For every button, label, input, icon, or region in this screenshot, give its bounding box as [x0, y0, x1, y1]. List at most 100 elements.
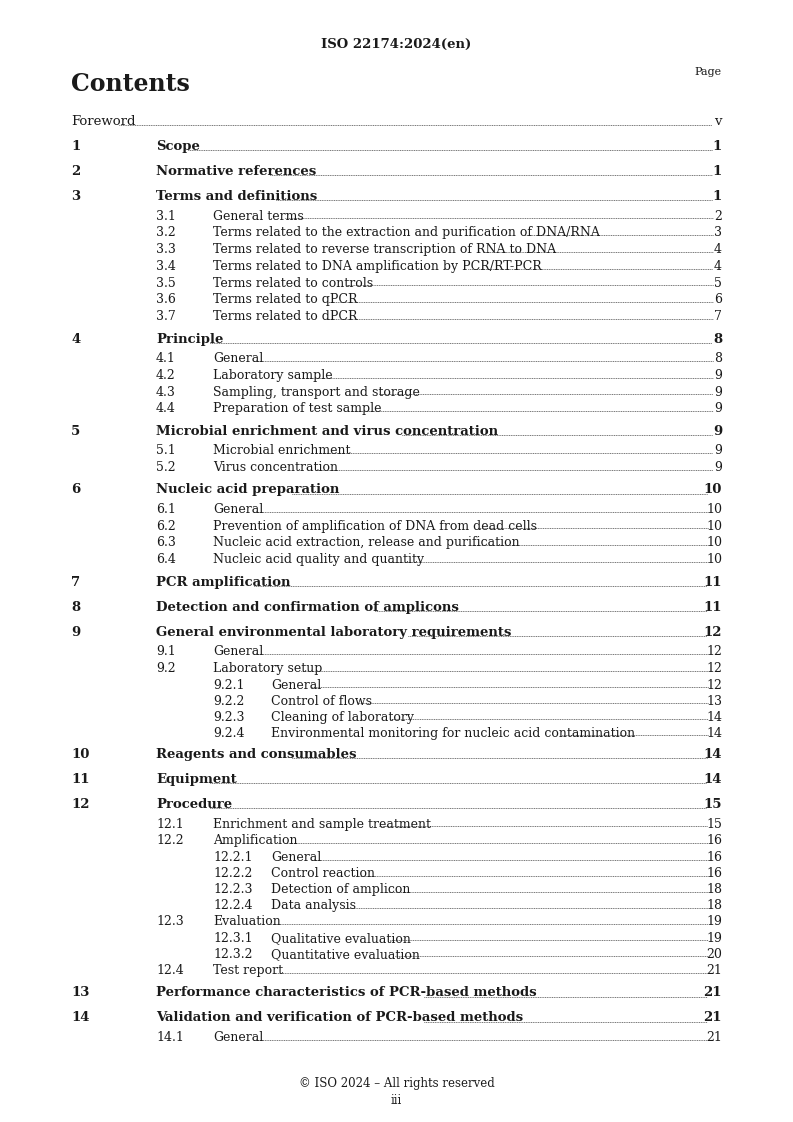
Text: 16: 16 [706, 867, 722, 881]
Text: Performance characteristics of PCR-based methods: Performance characteristics of PCR-based… [156, 986, 537, 1000]
Text: 3.3: 3.3 [156, 243, 176, 256]
Text: 12.2.3: 12.2.3 [213, 883, 252, 896]
Text: 18: 18 [706, 883, 722, 896]
Text: 2: 2 [714, 210, 722, 222]
Text: 3.4: 3.4 [156, 260, 176, 273]
Text: General: General [213, 352, 263, 365]
Text: Nucleic acid quality and quantity: Nucleic acid quality and quantity [213, 553, 424, 567]
Text: Foreword: Foreword [71, 114, 136, 128]
Text: 19: 19 [706, 932, 722, 945]
Text: 21: 21 [706, 964, 722, 977]
Text: 12.1: 12.1 [156, 818, 184, 830]
Text: 10: 10 [71, 748, 90, 761]
Text: Cleaning of laboratory: Cleaning of laboratory [271, 710, 414, 724]
Text: v: v [714, 114, 722, 128]
Text: Microbial enrichment: Microbial enrichment [213, 444, 351, 458]
Text: 12.3.2: 12.3.2 [213, 948, 252, 962]
Text: 12.4: 12.4 [156, 964, 184, 977]
Text: 13: 13 [71, 986, 90, 1000]
Text: 9.2.4: 9.2.4 [213, 727, 244, 739]
Text: 10: 10 [706, 519, 722, 533]
Text: 9: 9 [714, 369, 722, 381]
Text: Test report: Test report [213, 964, 283, 977]
Text: Terms related to dPCR: Terms related to dPCR [213, 311, 358, 323]
Text: 12: 12 [706, 679, 722, 691]
Text: 10: 10 [706, 536, 722, 550]
Text: 5.1: 5.1 [156, 444, 176, 458]
Text: 18: 18 [706, 900, 722, 912]
Text: 1: 1 [713, 190, 722, 203]
Text: Scope: Scope [156, 140, 200, 153]
Text: 3.2: 3.2 [156, 227, 176, 239]
Text: 16: 16 [706, 852, 722, 864]
Text: 4.4: 4.4 [156, 403, 176, 415]
Text: 4.2: 4.2 [156, 369, 176, 381]
Text: 3.5: 3.5 [156, 277, 176, 289]
Text: 2: 2 [71, 165, 80, 178]
Text: 14: 14 [706, 710, 722, 724]
Text: General terms: General terms [213, 210, 304, 222]
Text: Detection and confirmation of amplicons: Detection and confirmation of amplicons [156, 600, 459, 614]
Text: 4.3: 4.3 [156, 386, 176, 398]
Text: 3.6: 3.6 [156, 294, 176, 306]
Text: Page: Page [695, 67, 722, 77]
Text: 9.2.1: 9.2.1 [213, 679, 244, 691]
Text: 12.3: 12.3 [156, 916, 184, 928]
Text: 14: 14 [71, 1011, 90, 1024]
Text: 9.2: 9.2 [156, 662, 175, 675]
Text: 12.3.1: 12.3.1 [213, 932, 253, 945]
Text: 5: 5 [71, 425, 80, 438]
Text: 14: 14 [706, 727, 722, 739]
Text: 6: 6 [71, 484, 80, 496]
Text: General: General [213, 503, 263, 516]
Text: 11: 11 [71, 773, 90, 787]
Text: Procedure: Procedure [156, 798, 232, 811]
Text: 7: 7 [714, 311, 722, 323]
Text: 12: 12 [71, 798, 90, 811]
Text: Enrichment and sample treatment: Enrichment and sample treatment [213, 818, 431, 830]
Text: 6.4: 6.4 [156, 553, 176, 567]
Text: Equipment: Equipment [156, 773, 237, 787]
Text: 8: 8 [71, 600, 80, 614]
Text: Terms related to controls: Terms related to controls [213, 277, 374, 289]
Text: Terms related to DNA amplification by PCR/RT-PCR: Terms related to DNA amplification by PC… [213, 260, 542, 273]
Text: 3.7: 3.7 [156, 311, 176, 323]
Text: 19: 19 [706, 916, 722, 928]
Text: 10: 10 [706, 553, 722, 567]
Text: Terms and definitions: Terms and definitions [156, 190, 317, 203]
Text: 9.2.2: 9.2.2 [213, 695, 244, 708]
Text: Evaluation: Evaluation [213, 916, 281, 928]
Text: Sampling, transport and storage: Sampling, transport and storage [213, 386, 419, 398]
Text: General: General [271, 679, 321, 691]
Text: 3: 3 [714, 227, 722, 239]
Text: Qualitative evaluation: Qualitative evaluation [271, 932, 411, 945]
Text: General: General [271, 852, 321, 864]
Text: 9.2.3: 9.2.3 [213, 710, 244, 724]
Text: Nucleic acid preparation: Nucleic acid preparation [156, 484, 339, 496]
Text: 12: 12 [706, 645, 722, 659]
Text: 1: 1 [713, 140, 722, 153]
Text: Control reaction: Control reaction [271, 867, 375, 881]
Text: 4: 4 [714, 243, 722, 256]
Text: 1: 1 [713, 165, 722, 178]
Text: 4.1: 4.1 [156, 352, 176, 365]
Text: 6.1: 6.1 [156, 503, 176, 516]
Text: 21: 21 [706, 1031, 722, 1043]
Text: 9: 9 [714, 386, 722, 398]
Text: 9: 9 [714, 444, 722, 458]
Text: 5: 5 [714, 277, 722, 289]
Text: Reagents and consumables: Reagents and consumables [156, 748, 357, 761]
Text: Environmental monitoring for nucleic acid contamination: Environmental monitoring for nucleic aci… [271, 727, 635, 739]
Text: 10: 10 [706, 503, 722, 516]
Text: Validation and verification of PCR-based methods: Validation and verification of PCR-based… [156, 1011, 523, 1024]
Text: © ISO 2024 – All rights reserved: © ISO 2024 – All rights reserved [299, 1077, 494, 1089]
Text: 12.2.1: 12.2.1 [213, 852, 252, 864]
Text: 9: 9 [714, 461, 722, 475]
Text: 6.2: 6.2 [156, 519, 176, 533]
Text: General environmental laboratory requirements: General environmental laboratory require… [156, 626, 511, 638]
Text: General: General [213, 1031, 263, 1043]
Text: PCR amplification: PCR amplification [156, 576, 290, 589]
Text: 10: 10 [703, 484, 722, 496]
Text: Quantitative evaluation: Quantitative evaluation [271, 948, 419, 962]
Text: 12.2.4: 12.2.4 [213, 900, 252, 912]
